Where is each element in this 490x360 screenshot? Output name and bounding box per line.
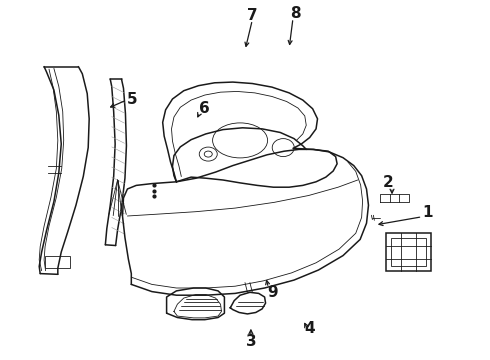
Text: 9: 9: [267, 285, 278, 300]
Text: 8: 8: [290, 6, 300, 21]
Text: 3: 3: [245, 334, 256, 349]
Text: 1: 1: [422, 205, 433, 220]
Bar: [45, 256, 70, 268]
Text: 6: 6: [199, 101, 210, 116]
Bar: [391, 238, 426, 266]
Text: 4: 4: [304, 321, 315, 336]
Text: 5: 5: [127, 91, 138, 107]
Text: 2: 2: [383, 175, 393, 190]
Text: 7: 7: [247, 8, 258, 23]
Bar: [386, 233, 431, 271]
